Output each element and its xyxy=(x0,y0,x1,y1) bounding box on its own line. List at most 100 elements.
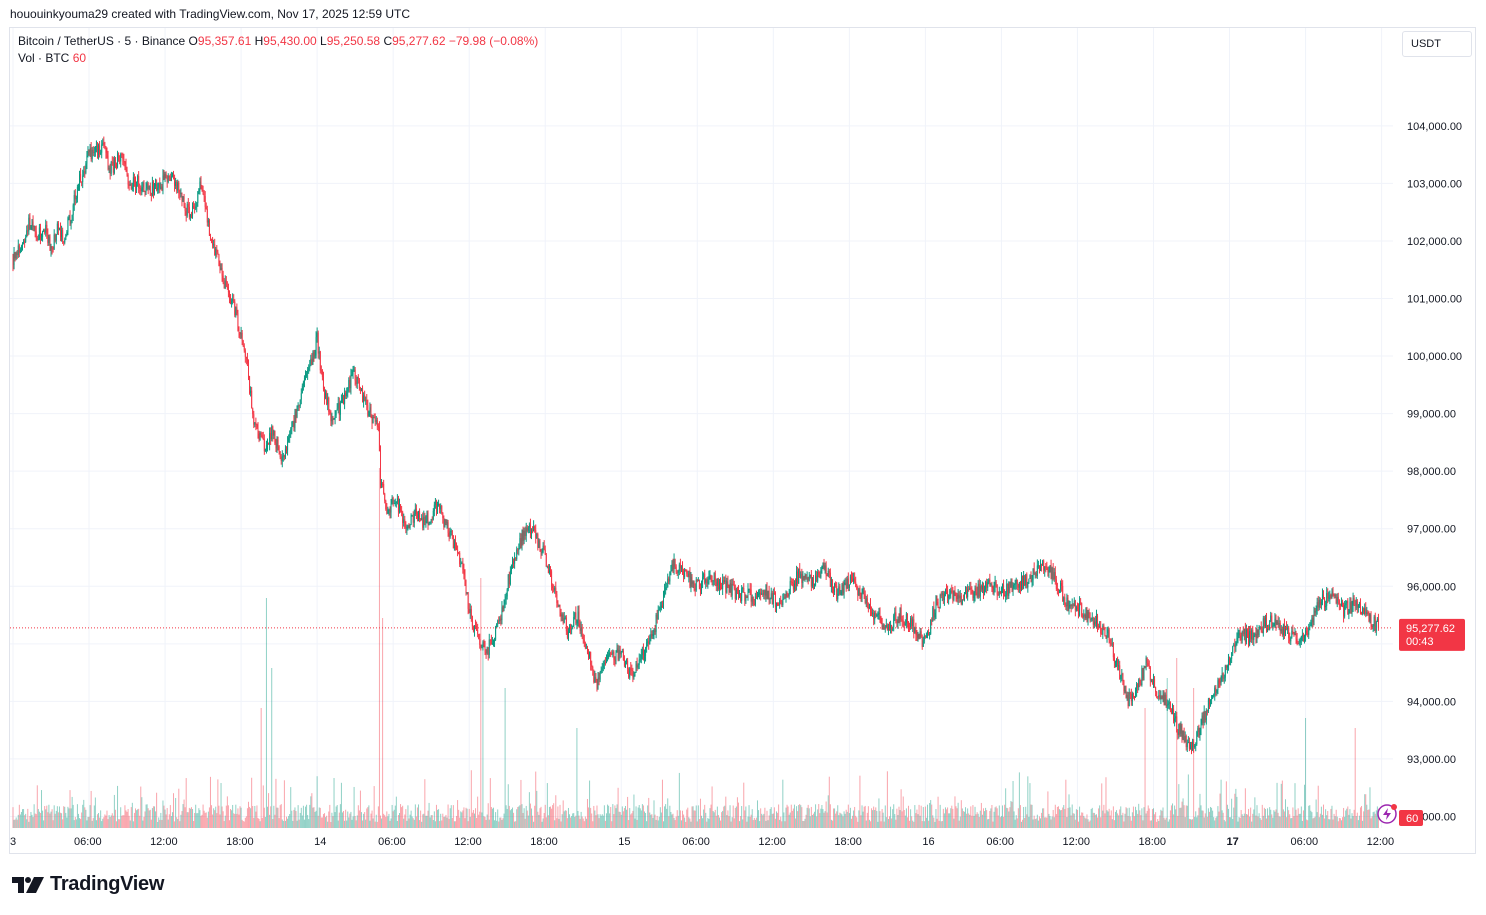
volume-bar xyxy=(521,804,523,828)
candle-body xyxy=(260,433,262,436)
volume-bar xyxy=(1272,817,1274,828)
candle-body xyxy=(723,580,725,582)
tradingview-logo[interactable]: TradingView xyxy=(12,873,164,896)
candle-body xyxy=(646,642,648,649)
volume-bar xyxy=(467,821,469,828)
volume-bar xyxy=(1081,812,1083,828)
volume-bar xyxy=(788,814,790,828)
volume-bar xyxy=(676,810,678,828)
candle-body xyxy=(1064,597,1066,606)
candle-body xyxy=(276,439,278,449)
candle-body xyxy=(928,632,930,635)
volume-bar xyxy=(793,804,795,828)
candle-body xyxy=(791,582,793,584)
candle-body xyxy=(450,530,452,532)
volume-bar xyxy=(173,793,175,828)
volume-bar xyxy=(424,779,426,828)
candle-body xyxy=(676,572,678,574)
candle-body xyxy=(208,220,210,236)
y-tick-label: 104,000.00 xyxy=(1407,121,1462,133)
candle-body xyxy=(144,191,146,193)
volume-bar xyxy=(834,808,836,828)
lightning-icon[interactable] xyxy=(1377,804,1397,824)
volume-bar xyxy=(894,814,896,828)
volume-bar xyxy=(635,806,637,828)
volume-bar xyxy=(766,810,768,828)
candle-body xyxy=(1127,695,1129,707)
time-axis[interactable]: 3 06:00 12:00 18:00 14 06:00 12:00 18:00 15 06:00… xyxy=(10,836,1394,848)
candle-body xyxy=(616,648,618,653)
candle-body xyxy=(599,673,601,680)
volume-bar xyxy=(996,808,998,828)
candle-body xyxy=(1006,583,1008,596)
volume-bar xyxy=(869,821,871,828)
volume-bar xyxy=(642,805,644,828)
volume-bar xyxy=(679,810,681,828)
candle-body xyxy=(333,418,335,420)
volume-bar xyxy=(293,809,295,828)
candle-body xyxy=(336,408,338,411)
volume-bar xyxy=(566,818,568,828)
volume-bar xyxy=(563,811,565,828)
candle-body xyxy=(216,248,218,253)
candle-body xyxy=(847,578,849,588)
volume-bar xyxy=(1043,808,1045,828)
candle-body xyxy=(299,399,301,406)
price-axis[interactable]: 104,000.00103,000.00102,000.00101,000.00… xyxy=(1407,121,1462,824)
volume-bar xyxy=(71,796,73,828)
candle-body xyxy=(52,248,54,250)
volume-bar xyxy=(760,808,762,828)
volume-bar xyxy=(941,821,943,828)
volume-bar xyxy=(476,817,478,828)
candle-body xyxy=(481,647,483,649)
volume-bar xyxy=(626,809,628,828)
volume-bar xyxy=(937,796,939,828)
candle-body xyxy=(215,248,217,256)
candle-body xyxy=(565,617,567,632)
volume-bar xyxy=(151,808,153,828)
candle-body xyxy=(1069,605,1071,607)
volume-bar xyxy=(507,784,509,828)
volume-bar xyxy=(360,812,362,828)
candle-body xyxy=(775,602,777,607)
volume-bar xyxy=(465,807,467,828)
volume-bar xyxy=(591,813,593,828)
volume-bar xyxy=(887,819,889,828)
candle-body xyxy=(81,181,83,183)
volume-bar xyxy=(875,807,877,828)
volume-bar xyxy=(927,804,929,828)
volume-bar xyxy=(265,598,267,828)
volume-label[interactable]: Vol · BTC xyxy=(18,51,70,65)
currency-button[interactable]: USDT xyxy=(1402,31,1472,57)
candle-body xyxy=(109,167,111,174)
candle-body xyxy=(1050,565,1052,579)
volume-bar xyxy=(1040,818,1042,828)
volume-bar xyxy=(107,819,109,828)
volume-bar xyxy=(1147,805,1149,828)
candle-body xyxy=(12,258,14,266)
candle-body xyxy=(609,652,611,656)
volume-bar xyxy=(1130,820,1132,828)
candle-body xyxy=(1346,600,1348,604)
candle-body xyxy=(1017,584,1019,588)
candle-body xyxy=(897,619,899,623)
candle-body xyxy=(960,595,962,605)
candle-body xyxy=(873,612,875,620)
volume-bar xyxy=(822,809,824,828)
symbol-title[interactable]: Bitcoin / TetherUS · 5 · Binance xyxy=(18,34,186,48)
volume-bar xyxy=(138,808,140,828)
candle-body xyxy=(629,668,631,678)
candle-body xyxy=(1200,723,1202,730)
volume-bar xyxy=(1270,809,1272,828)
candle-body xyxy=(602,664,604,669)
candle-body xyxy=(724,580,726,582)
candle-body xyxy=(1046,567,1048,571)
volume-tag-value: 60 xyxy=(1406,813,1418,825)
volume-bar xyxy=(539,808,541,828)
volume-bar xyxy=(345,809,347,828)
candle-body xyxy=(793,584,795,590)
candle-body xyxy=(727,581,729,587)
candle-body xyxy=(1094,621,1096,624)
volume-bar xyxy=(25,813,27,828)
